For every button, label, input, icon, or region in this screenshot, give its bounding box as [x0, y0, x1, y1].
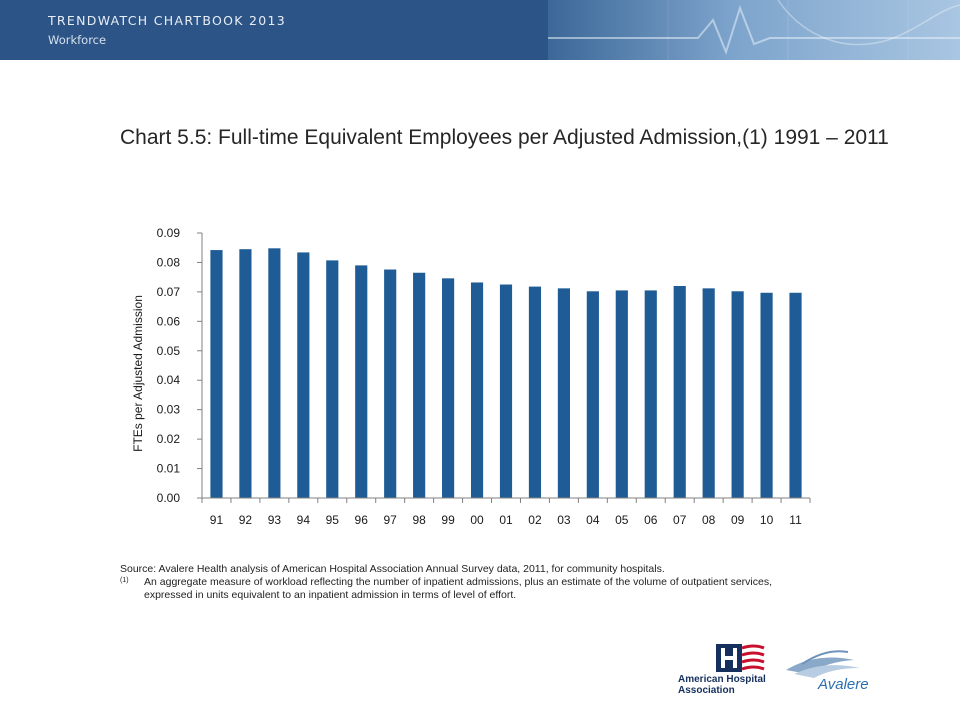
bar-92	[239, 249, 252, 498]
bar-07	[673, 286, 686, 498]
x-tick-label: 04	[586, 513, 600, 527]
bar-93	[268, 248, 281, 498]
y-axis-label: FTEs per Adjusted Admission	[131, 295, 145, 452]
x-tick-label: 02	[528, 513, 542, 527]
footnote: (1) An aggregate measure of workload ref…	[120, 576, 820, 602]
avalere-logo-icon	[786, 650, 860, 678]
y-tick-label: 0.00	[157, 491, 181, 505]
bar-01	[499, 284, 513, 498]
x-tick-label: 06	[644, 513, 658, 527]
bar-00	[470, 282, 484, 498]
x-tick-label: 00	[470, 513, 484, 527]
footnote-mark: (1)	[120, 577, 129, 584]
x-tick-label: 97	[384, 513, 398, 527]
source-note: Source: Avalere Health analysis of Ameri…	[120, 563, 665, 575]
bar-06	[644, 290, 657, 498]
banner-heartbeat-graphic	[548, 0, 960, 60]
x-tick-label: 95	[326, 513, 340, 527]
header-banner: TRENDWATCH CHARTBOOK 2013 Workforce	[0, 0, 960, 60]
aha-logo-icon	[716, 644, 765, 672]
bar-99	[442, 278, 455, 498]
y-tick-label: 0.03	[157, 403, 181, 417]
x-tick-label: 10	[760, 513, 774, 527]
x-tick-label: 92	[239, 513, 253, 527]
x-tick-label: 05	[615, 513, 629, 527]
x-tick-label: 93	[268, 513, 282, 527]
x-tick-label: 09	[731, 513, 745, 527]
avalere-logo-text: Avalere	[818, 676, 869, 693]
aha-logo-text: American Hospital Association	[678, 674, 766, 696]
logo-graphics	[716, 644, 860, 678]
chart-title: Chart 5.5: Full-time Equivalent Employee…	[120, 126, 889, 149]
bar-04	[586, 291, 599, 498]
bar-97	[384, 269, 397, 498]
bar-94	[297, 252, 310, 498]
bar-05	[615, 290, 628, 498]
y-tick-label: 0.01	[157, 462, 181, 476]
y-tick-label: 0.04	[157, 373, 181, 387]
x-tick-label: 94	[297, 513, 311, 527]
y-tick-label: 0.08	[157, 255, 181, 269]
bar-96	[355, 265, 368, 498]
bar-02	[528, 286, 542, 498]
sponsor-logos: American Hospital Association Avalere	[676, 642, 886, 702]
bar-08	[702, 288, 715, 498]
y-tick-label: 0.06	[157, 314, 181, 328]
x-tick-label: 07	[673, 513, 687, 527]
bar-09	[731, 291, 744, 498]
x-tick-label: 98	[412, 513, 426, 527]
chartbook-section: Workforce	[48, 33, 107, 47]
bar-95	[326, 260, 339, 498]
x-tick-label: 11	[789, 513, 802, 527]
x-tick-label: 03	[557, 513, 571, 527]
chartbook-title: TRENDWATCH CHARTBOOK 2013	[48, 13, 287, 28]
y-tick-label: 0.09	[157, 226, 181, 240]
bar-11	[789, 292, 802, 498]
x-tick-label: 99	[441, 513, 455, 527]
x-tick-label: 91	[210, 513, 224, 527]
x-tick-label: 01	[499, 513, 513, 527]
bar-03	[557, 288, 570, 498]
chart-notes: Source: Avalere Health analysis of Ameri…	[120, 563, 820, 602]
bar-91	[210, 250, 223, 498]
x-tick-label: 08	[702, 513, 716, 527]
x-tick-label: 96	[355, 513, 369, 527]
bar-10	[760, 292, 773, 498]
footnote-text: An aggregate measure of workload reflect…	[144, 576, 773, 601]
y-tick-label: 0.02	[157, 432, 181, 446]
y-tick-label: 0.07	[157, 285, 181, 299]
bar-98	[413, 272, 426, 498]
y-tick-label: 0.05	[157, 344, 181, 358]
